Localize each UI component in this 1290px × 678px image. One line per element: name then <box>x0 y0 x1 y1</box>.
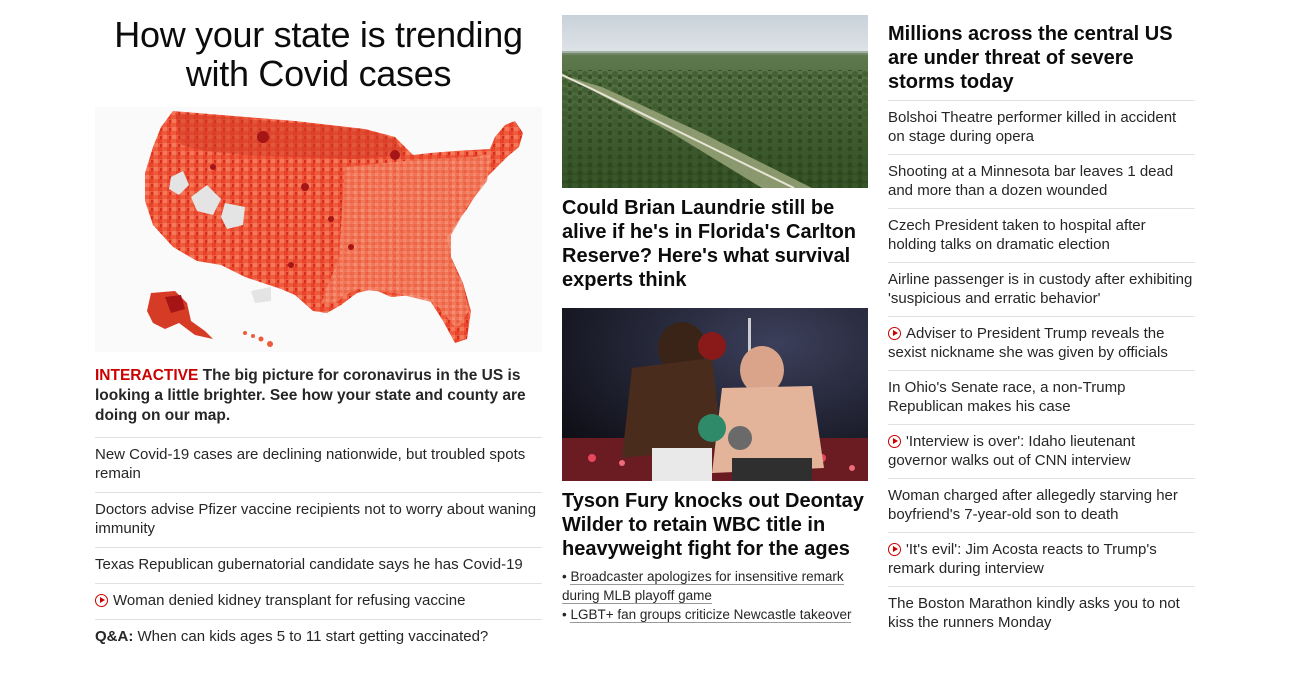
list-item[interactable]: Doctors advise Pfizer vaccine recipients… <box>95 492 542 547</box>
list-item[interactable]: New Covid-19 cases are declining nationw… <box>95 437 542 492</box>
list-item[interactable]: Adviser to President Trump reveals the s… <box>888 316 1195 370</box>
list-item[interactable]: Q&A: When can kids ages 5 to 11 start ge… <box>95 619 542 655</box>
list-item[interactable]: In Ohio's Senate race, a non-Trump Repub… <box>888 370 1195 424</box>
qa-label: Q&A: <box>95 628 134 645</box>
boxing-photo-graphic <box>562 308 868 481</box>
story-link[interactable]: Doctors advise Pfizer vaccine recipients… <box>95 501 537 537</box>
related-link[interactable]: Broadcaster apologizes for insensitive r… <box>562 569 844 604</box>
list-item[interactable]: Woman charged after allegedly starving h… <box>888 478 1195 532</box>
story-link[interactable]: The Boston Marathon kindly asks you to n… <box>888 595 1180 631</box>
story-link[interactable]: New Covid-19 cases are declining nationw… <box>95 446 526 482</box>
video-play-icon <box>888 543 901 556</box>
lead-text: The big picture for coronavirus in the U… <box>95 367 526 424</box>
video-play-icon <box>888 327 901 340</box>
story-link[interactable]: Woman charged after allegedly starving h… <box>888 487 1178 523</box>
interactive-kicker: INTERACTIVE <box>95 367 199 384</box>
story-link[interactable]: 'Interview is over': Idaho lieutenant go… <box>888 433 1136 469</box>
storms-headline[interactable]: Millions across the central US are under… <box>888 23 1173 93</box>
related-links: • Broadcaster apologizes for insensitive… <box>562 567 868 624</box>
list-item[interactable]: Texas Republican gubernatorial candidate… <box>95 547 542 583</box>
covid-column: How your state is trending with Covid ca… <box>95 0 542 655</box>
related-link-item[interactable]: • LGBT+ fan groups criticize Newcastle t… <box>562 607 852 623</box>
list-item[interactable]: Czech President taken to hospital after … <box>888 208 1195 262</box>
covid-story-list: New Covid-19 cases are declining nationw… <box>95 437 542 655</box>
list-item[interactable]: Bolshoi Theatre performer killed in acci… <box>888 100 1195 154</box>
list-item[interactable]: 'Interview is over': Idaho lieutenant go… <box>888 424 1195 478</box>
story-link[interactable]: Czech President taken to hospital after … <box>888 217 1146 253</box>
covid-title[interactable]: How your state is trending with Covid ca… <box>114 14 523 94</box>
story-link[interactable]: In Ohio's Senate race, a non-Trump Repub… <box>888 379 1126 415</box>
laundrie-headline[interactable]: Could Brian Laundrie still be alive if h… <box>562 197 857 291</box>
fury-headline[interactable]: Tyson Fury knocks out Deontay Wilder to … <box>562 490 864 560</box>
story-link[interactable]: Woman denied kidney transplant for refus… <box>113 592 466 609</box>
related-link-item[interactable]: • Broadcaster apologizes for insensitive… <box>562 569 844 604</box>
forest-aerial-photo[interactable] <box>562 15 868 188</box>
list-item[interactable]: Woman denied kidney transplant for refus… <box>95 583 542 619</box>
story-link[interactable]: Bolshoi Theatre performer killed in acci… <box>888 109 1177 145</box>
story-link[interactable]: Adviser to President Trump reveals the s… <box>888 325 1168 361</box>
story-link[interactable]: Texas Republican gubernatorial candidate… <box>95 556 523 573</box>
list-item[interactable]: Shooting at a Minnesota bar leaves 1 dea… <box>888 154 1195 208</box>
story-link[interactable]: Airline passenger is in custody after ex… <box>888 271 1193 307</box>
interactive-lead-link[interactable]: INTERACTIVE The big picture for coronavi… <box>95 366 542 426</box>
covid-map-image[interactable] <box>95 107 542 352</box>
list-item[interactable]: The Boston Marathon kindly asks you to n… <box>888 586 1195 640</box>
related-link[interactable]: LGBT+ fan groups criticize Newcastle tak… <box>570 607 852 623</box>
boxing-match-photo[interactable] <box>562 308 868 481</box>
story-link[interactable]: 'It's evil': Jim Acosta reacts to Trump'… <box>888 541 1157 577</box>
story-link[interactable]: When can kids ages 5 to 11 start getting… <box>133 628 489 645</box>
us-map-graphic <box>145 111 523 347</box>
forest-photo-graphic <box>562 15 868 188</box>
right-column: Millions across the central US are under… <box>888 0 1195 640</box>
headline-list: Bolshoi Theatre performer killed in acci… <box>888 100 1195 640</box>
list-item[interactable]: Airline passenger is in custody after ex… <box>888 262 1195 316</box>
video-play-icon <box>888 435 901 448</box>
center-column: Could Brian Laundrie still be alive if h… <box>562 0 868 624</box>
video-play-icon <box>95 594 108 607</box>
story-link[interactable]: Shooting at a Minnesota bar leaves 1 dea… <box>888 163 1174 199</box>
list-item[interactable]: 'It's evil': Jim Acosta reacts to Trump'… <box>888 532 1195 586</box>
